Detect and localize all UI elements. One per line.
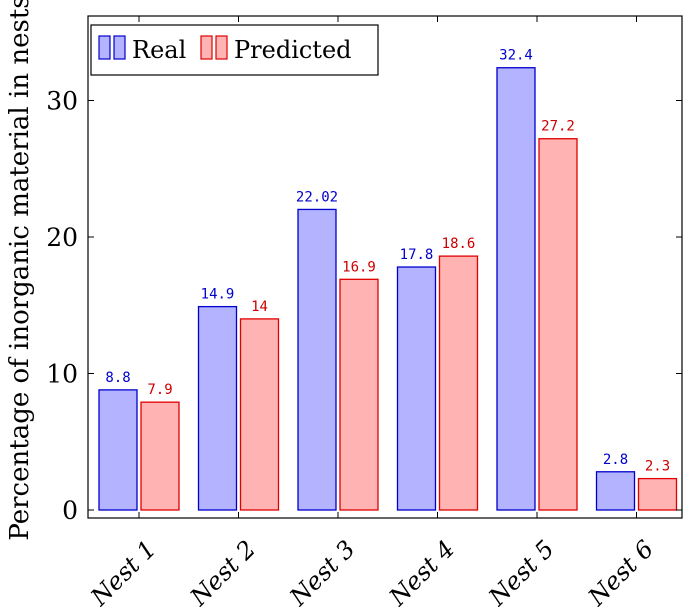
legend-box [90,24,379,76]
data-label-real-2: 14.9 [201,287,235,303]
legend-label-real: Real [132,36,186,64]
data-label-predicted-5: 27.2 [541,119,575,135]
data-label-predicted-3: 16.9 [342,259,376,275]
data-label-predicted-2: 14 [251,299,268,315]
x-tick-label-1: Nest 1 [85,535,162,607]
legend: Real Predicted [90,24,379,76]
bar-real-6 [595,471,636,511]
data-label-real-1: 8.8 [105,370,130,386]
legend-swatch-predicted-a [200,35,213,60]
legend-swatch-real-a [98,35,111,60]
x-tick-label-5: Nest 5 [483,535,560,607]
bar-real-3 [297,208,337,511]
bar-predicted-3 [339,278,379,511]
y-tick-label: 30 [46,87,78,116]
data-label-predicted-6: 2.3 [645,459,670,475]
bar-predicted-2 [239,318,280,511]
x-tick-label-4: Nest 4 [383,535,460,607]
bars-group [98,67,678,511]
axis-ticks: 0 10 20 30 [46,16,682,525]
legend-swatch-predicted-b [215,35,228,60]
bar-predicted-6 [637,477,678,511]
bar-real-5 [496,67,536,511]
data-label-real-5: 32.4 [499,48,533,64]
y-tick-label: 10 [46,360,78,389]
legend-label-predicted: Predicted [234,36,352,64]
data-label-predicted-1: 7.9 [147,382,172,398]
bar-predicted-1 [140,401,180,511]
data-label-predicted-4: 18.6 [442,236,476,252]
bar-real-2 [197,305,238,511]
legend-swatch-real-b [113,35,126,60]
data-label-real-3: 22.02 [296,189,338,205]
x-tick-label-3: Nest 3 [284,535,361,607]
y-tick-label: 0 [62,496,78,525]
bar-predicted-4 [438,255,479,511]
data-label-real-6: 2.8 [603,452,628,468]
x-tick-label-6: Nest 6 [582,535,659,607]
axes-frame [87,15,683,519]
x-tick-label-2: Nest 2 [184,535,261,607]
bar-real-1 [98,389,138,511]
data-label-real-4: 17.8 [400,247,434,263]
bar-predicted-5 [538,138,578,511]
y-tick-label: 20 [46,223,78,252]
bar-real-4 [396,266,437,511]
y-axis-label: Percentage of inorganic material in nest… [5,0,35,541]
